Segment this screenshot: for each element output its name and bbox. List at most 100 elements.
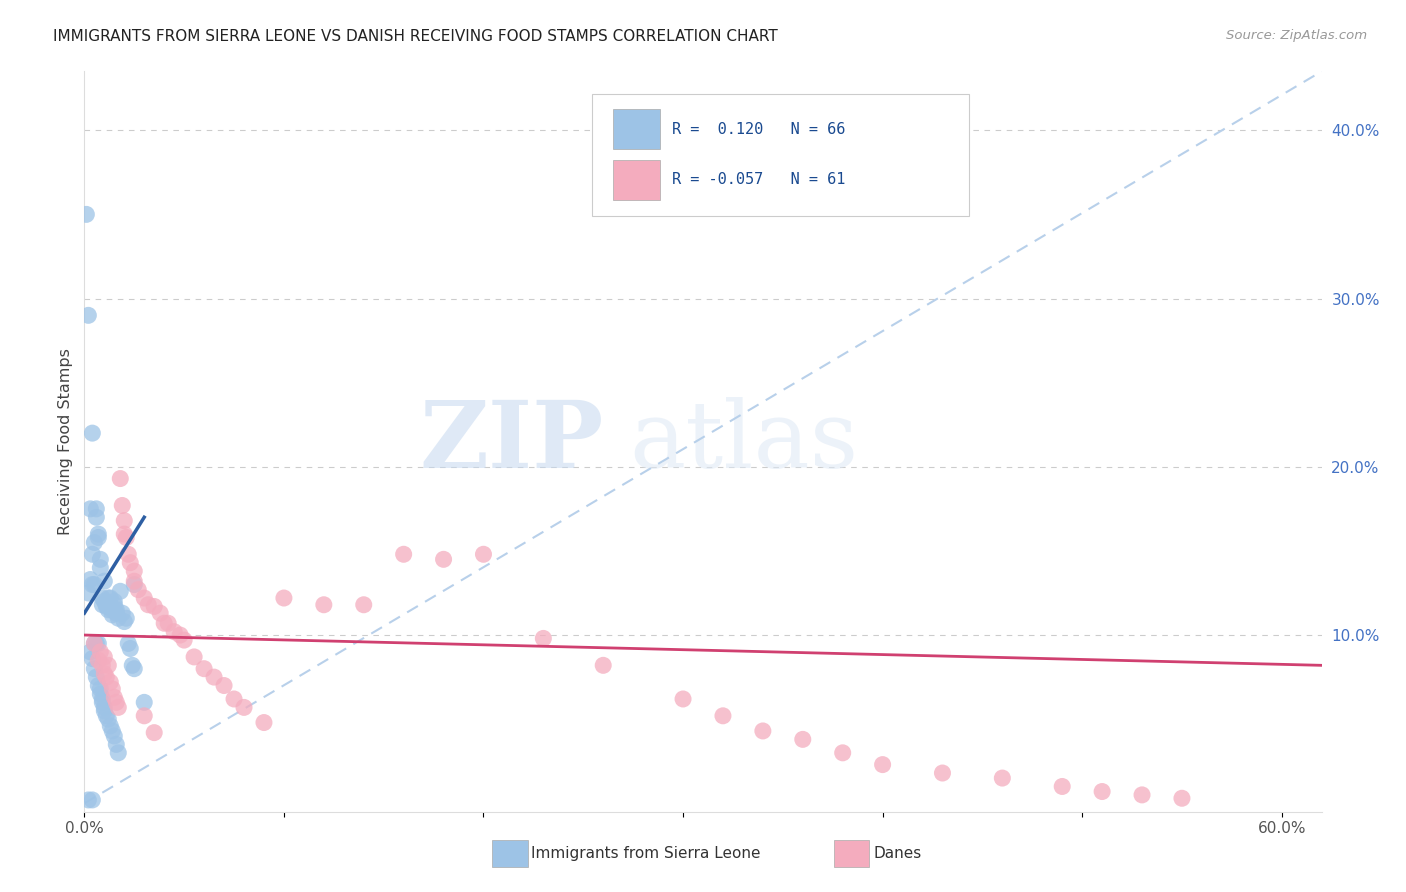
Point	[83, 577, 105, 591]
Point	[103, 690, 125, 705]
Point	[163, 624, 186, 639]
Point	[96, 598, 118, 612]
Point	[157, 616, 180, 631]
Point	[75, 207, 97, 221]
Point	[122, 564, 145, 578]
Point	[82, 651, 104, 665]
Point	[79, 645, 101, 659]
Point	[792, 732, 814, 747]
Point	[96, 599, 118, 614]
Point	[472, 547, 495, 561]
Point	[93, 594, 115, 608]
Point	[93, 666, 115, 681]
Point	[105, 603, 128, 617]
Point	[212, 679, 235, 693]
Point	[115, 611, 138, 625]
Point	[991, 771, 1014, 785]
Point	[87, 531, 110, 545]
Point	[202, 670, 225, 684]
Point	[143, 599, 166, 614]
Point	[98, 598, 121, 612]
Text: atlas: atlas	[628, 397, 858, 486]
Point	[89, 645, 111, 659]
Point	[122, 577, 145, 591]
Bar	[613, 110, 659, 149]
Point	[87, 679, 110, 693]
Point	[101, 607, 124, 622]
Point	[82, 793, 104, 807]
Point	[89, 681, 111, 696]
Point	[112, 527, 135, 541]
Point	[97, 591, 120, 605]
Point	[136, 598, 159, 612]
Point	[79, 501, 101, 516]
Point	[83, 535, 105, 549]
Point	[110, 471, 132, 485]
Point	[97, 658, 120, 673]
Point	[98, 675, 121, 690]
Point	[143, 725, 166, 739]
Point	[273, 591, 295, 605]
Point	[86, 510, 108, 524]
Point	[222, 692, 245, 706]
Point	[93, 704, 115, 718]
Y-axis label: Receiving Food Stamps: Receiving Food Stamps	[58, 348, 73, 535]
Point	[183, 649, 205, 664]
Point	[1091, 784, 1114, 798]
Point	[82, 547, 104, 561]
Point	[77, 586, 100, 600]
Point	[107, 611, 129, 625]
Point	[1050, 780, 1073, 794]
Point	[83, 636, 105, 650]
Point	[711, 708, 734, 723]
Point	[193, 662, 215, 676]
Point	[91, 598, 114, 612]
Point	[531, 632, 554, 646]
Point	[931, 766, 953, 780]
Point	[91, 695, 114, 709]
Point	[91, 692, 114, 706]
FancyBboxPatch shape	[592, 94, 969, 216]
Point	[82, 577, 104, 591]
Point	[97, 712, 120, 726]
Point	[169, 628, 191, 642]
Point	[93, 649, 115, 664]
Text: R = -0.057   N = 61: R = -0.057 N = 61	[672, 172, 845, 187]
Point	[86, 670, 108, 684]
Point	[107, 700, 129, 714]
Point	[101, 681, 124, 696]
Point	[752, 723, 775, 738]
Point	[127, 582, 149, 597]
Point	[103, 598, 125, 612]
Point	[432, 552, 454, 566]
Point	[112, 615, 135, 629]
Text: ZIP: ZIP	[420, 397, 605, 486]
Point	[86, 636, 108, 650]
Point	[98, 591, 121, 605]
Point	[110, 584, 132, 599]
Point	[872, 757, 894, 772]
Point	[96, 708, 118, 723]
Point	[83, 662, 105, 676]
Text: IMMIGRANTS FROM SIERRA LEONE VS DANISH RECEIVING FOOD STAMPS CORRELATION CHART: IMMIGRANTS FROM SIERRA LEONE VS DANISH R…	[53, 29, 778, 44]
Point	[101, 603, 124, 617]
Point	[83, 636, 105, 650]
Point	[89, 560, 111, 574]
Point	[149, 606, 172, 620]
Point	[91, 591, 114, 605]
Point	[89, 687, 111, 701]
Point	[134, 591, 156, 605]
Point	[592, 658, 614, 673]
Point	[672, 692, 695, 706]
Point	[77, 793, 100, 807]
Point	[173, 633, 195, 648]
Point	[105, 695, 128, 709]
Point	[93, 700, 115, 714]
Point	[134, 695, 156, 709]
Point	[312, 598, 335, 612]
Point	[121, 658, 143, 673]
Bar	[492, 839, 527, 867]
Point	[1130, 788, 1153, 802]
Point	[117, 636, 139, 650]
Point	[134, 708, 156, 723]
